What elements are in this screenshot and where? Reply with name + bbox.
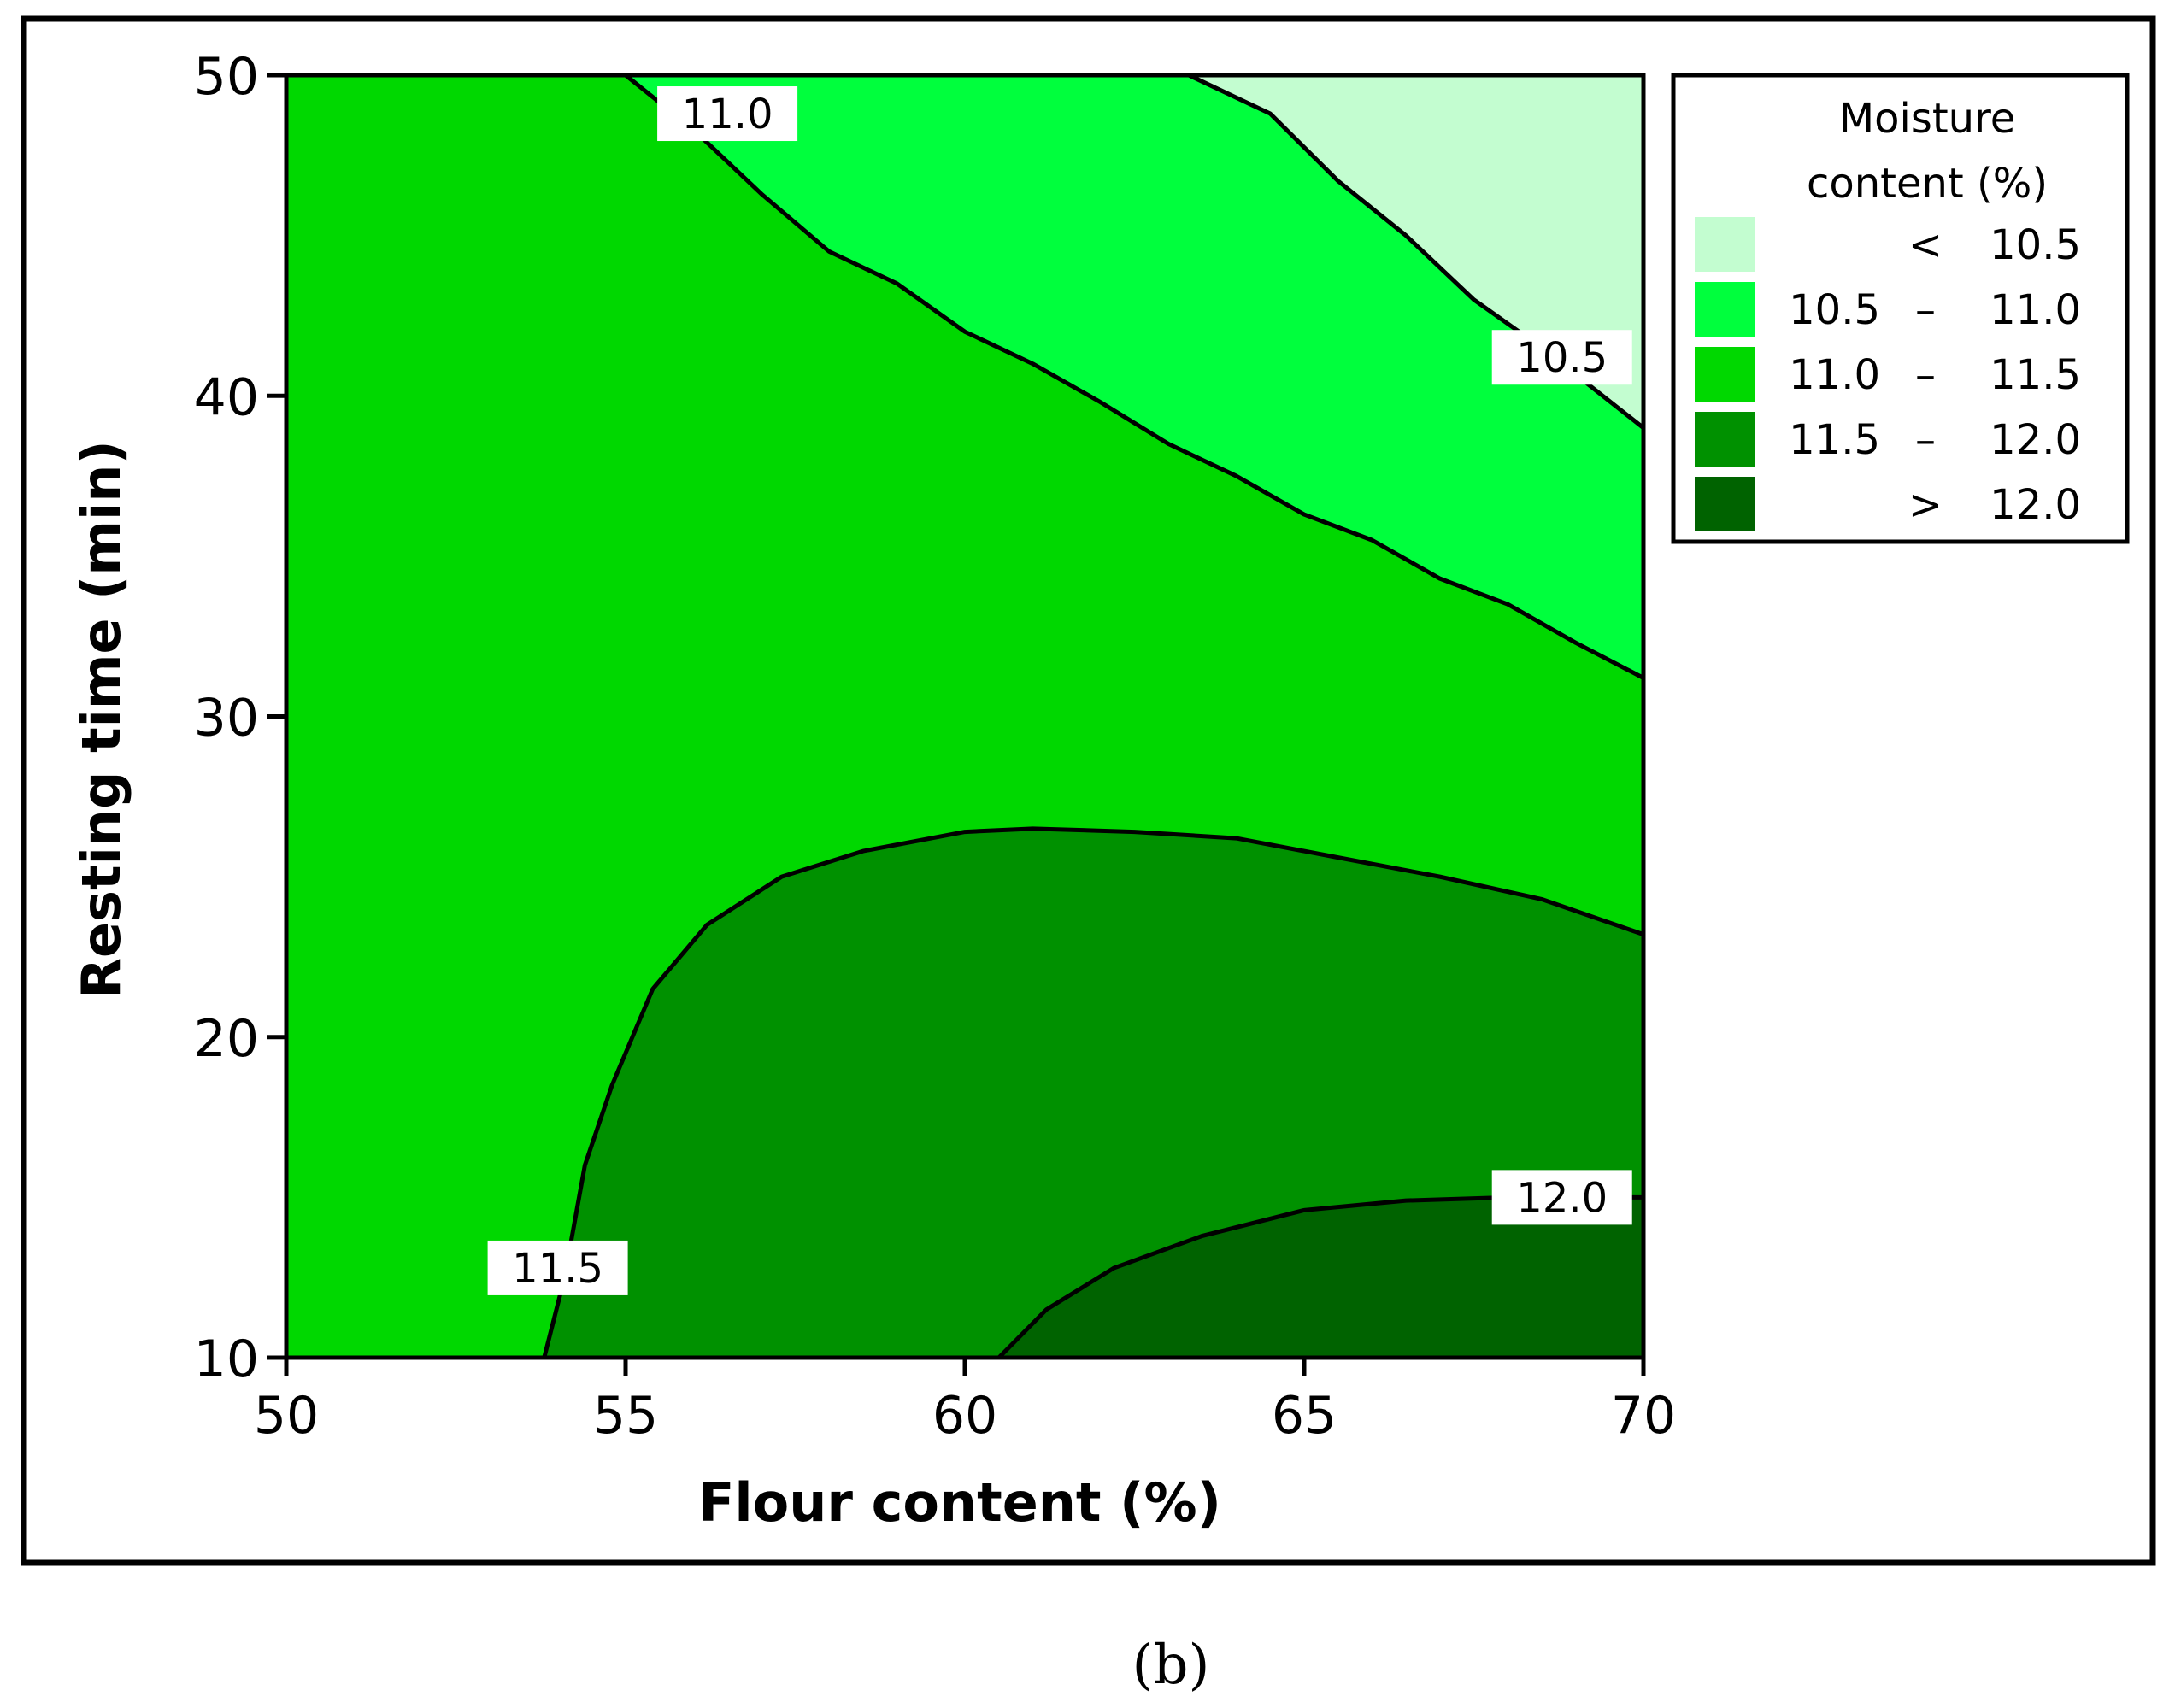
- x-tick-label: 60: [932, 1386, 997, 1446]
- legend-swatch: [1695, 217, 1755, 272]
- y-tick-label: 50: [194, 47, 259, 107]
- contour-label: 12.0: [1516, 1174, 1608, 1222]
- legend-entry-op: –: [1915, 416, 1936, 464]
- y-axis-title: Resting time (min): [70, 440, 132, 998]
- legend-entry-low: 10.5: [1789, 286, 1880, 334]
- legend-entry-high: 12.0: [1990, 481, 2081, 529]
- y-tick-label: 10: [194, 1329, 259, 1389]
- contour-line-12.0: [996, 1194, 1643, 1359]
- x-tick-label: 65: [1272, 1386, 1337, 1446]
- contour-label: 10.5: [1516, 334, 1608, 382]
- plot-area: 10.5 11.0 11.5 12.0: [286, 73, 1645, 1359]
- legend-entry-op: –: [1915, 286, 1936, 334]
- contour-label: 11.5: [512, 1245, 603, 1293]
- legend-entry-low: 11.5: [1789, 416, 1880, 464]
- x-tick-label: 55: [593, 1386, 658, 1446]
- contour-label-box: [657, 86, 798, 142]
- contour-label-box: [1491, 1170, 1632, 1225]
- contour-label-box: [1491, 330, 1632, 385]
- region-below-10.5: [1189, 75, 1643, 428]
- legend-swatch: [1695, 477, 1755, 531]
- legend-entry-op: <: [1908, 221, 1943, 269]
- y-tick-label: 30: [194, 689, 259, 748]
- legend-swatch: [1695, 282, 1755, 337]
- x-tick-label: 70: [1611, 1386, 1676, 1446]
- panel-label: (b): [1132, 1634, 1210, 1697]
- contour-line-11.0: [624, 73, 1645, 680]
- y-tick-label: 20: [194, 1009, 259, 1069]
- contour-label-box: [487, 1240, 628, 1295]
- x-axis-title: Flour content (%): [698, 1471, 1221, 1534]
- y-tick-label: 40: [194, 367, 259, 427]
- legend-entry-high: 10.5: [1990, 221, 2081, 269]
- legend-entry-high: 12.0: [1990, 416, 2081, 464]
- legend-swatch: [1695, 347, 1755, 402]
- region-10.5-11.0: [626, 75, 1643, 678]
- contour-label: 11.0: [682, 91, 773, 138]
- legend-title: Moisture: [1839, 95, 2016, 143]
- legend-entry-low: 11.0: [1789, 351, 1880, 399]
- contour-line-11.5: [542, 826, 1644, 1359]
- legend-entry-op: >: [1908, 481, 1943, 529]
- legend-entry-op: –: [1915, 351, 1936, 399]
- legend-swatch: [1695, 412, 1755, 467]
- x-tick-label: 50: [254, 1386, 319, 1446]
- axes: 50 55 60 65 70 10 20 30 40 50: [194, 47, 1677, 1446]
- figure-frame: [21, 15, 2156, 1566]
- region-above-12.0: [998, 1197, 1643, 1358]
- legend-entry-high: 11.0: [1990, 286, 2081, 334]
- legend-title: content (%): [1807, 160, 2048, 208]
- legend-entry-high: 11.5: [1990, 351, 2081, 399]
